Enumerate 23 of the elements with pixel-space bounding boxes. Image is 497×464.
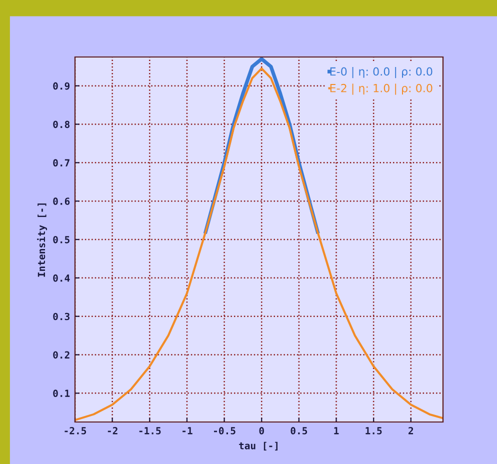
x-tick-label: -1 <box>182 427 192 434</box>
x-tick-label: 1.5 <box>366 427 382 434</box>
x-tick-label: -1.5 <box>139 427 161 434</box>
x-tick-label: 0.5 <box>290 427 308 434</box>
y-axis-title: Intensity [-] <box>37 203 48 277</box>
x-tick-label: 0 <box>259 427 264 434</box>
x-tick-label: -0.5 <box>214 427 236 434</box>
y-tick-label: 0.9 <box>53 82 70 90</box>
y-tick-label: 0.1 <box>53 390 70 398</box>
y-tick-label: 0.4 <box>53 274 70 282</box>
y-tick-label: 0.2 <box>53 351 70 359</box>
legend-label: E-2 | η: 1.0 | ρ: 0.0 <box>330 84 432 95</box>
legend-label: E-0 | η: 0.0 | ρ: 0.0 <box>330 67 432 78</box>
y-tick-label: 0.6 <box>53 198 70 205</box>
y-tick-label: 0.5 <box>53 236 70 244</box>
x-tick-label: 1 <box>334 427 339 434</box>
y-tick-label: 0.7 <box>53 159 70 166</box>
y-tick-label: 0.8 <box>53 120 70 128</box>
y-tick-label: 0.3 <box>53 312 70 320</box>
x-tick-label: -2.5 <box>64 427 86 434</box>
x-tick-label: 2 <box>408 427 414 434</box>
x-axis-title: tau [-] <box>239 442 278 450</box>
x-tick-label: -2 <box>108 427 118 434</box>
